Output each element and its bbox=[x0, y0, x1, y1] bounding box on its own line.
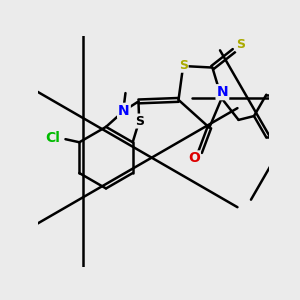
Text: S: S bbox=[135, 115, 144, 128]
Text: N: N bbox=[118, 104, 130, 118]
Text: O: O bbox=[188, 152, 200, 165]
Text: S: S bbox=[236, 38, 245, 51]
Text: N: N bbox=[217, 85, 228, 99]
Text: S: S bbox=[178, 59, 188, 72]
Text: Cl: Cl bbox=[46, 131, 61, 146]
